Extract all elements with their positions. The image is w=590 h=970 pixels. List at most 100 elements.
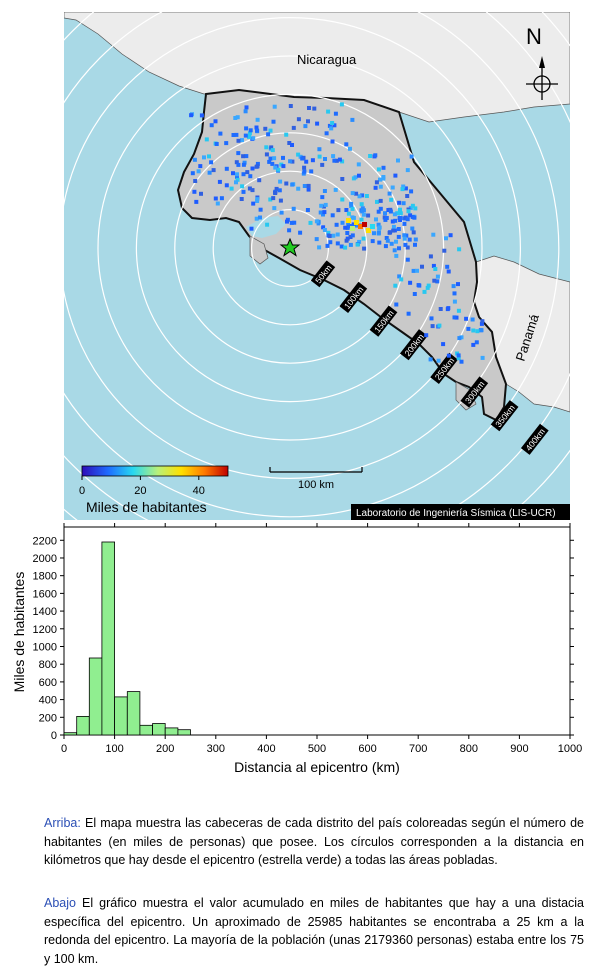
district-dot xyxy=(415,268,419,273)
x-tick-label: 900 xyxy=(510,743,528,755)
district-dot xyxy=(314,219,319,224)
district-dot xyxy=(390,185,395,190)
x-tick-label: 400 xyxy=(257,743,275,755)
histogram-bar xyxy=(88,657,103,736)
y-tick-label: 400 xyxy=(39,695,57,707)
histogram-bar xyxy=(76,715,90,736)
district-dot xyxy=(350,233,355,238)
district-dot xyxy=(272,206,277,211)
distance-ring xyxy=(64,12,560,518)
district-dot xyxy=(231,171,235,176)
district-dot xyxy=(250,166,255,171)
district-dot xyxy=(281,155,285,160)
histogram-canvas: 0 100 200 300 400 500 600 700 800 900 1000 0 200 400… xyxy=(11,523,582,775)
district-dot xyxy=(214,142,219,146)
district-dot xyxy=(354,220,359,225)
district-dot xyxy=(289,220,294,225)
epicenter-star xyxy=(279,237,301,257)
district-dot xyxy=(194,199,199,204)
district-dot xyxy=(234,132,239,137)
y-tick-label: 600 xyxy=(39,677,57,689)
district-dot xyxy=(278,198,283,203)
x-tick-label: 300 xyxy=(207,743,225,755)
y-tick-label: 1200 xyxy=(33,624,57,636)
district-dot xyxy=(441,342,446,347)
district-dot xyxy=(296,186,301,191)
district-dot xyxy=(312,106,317,111)
distance-ring xyxy=(64,17,521,479)
district-dot xyxy=(348,146,352,151)
district-dot xyxy=(292,220,297,225)
district-dot xyxy=(284,181,289,186)
district-dot xyxy=(254,216,259,221)
district-dot xyxy=(358,224,363,229)
district-dot xyxy=(320,162,325,167)
district-dot xyxy=(396,158,400,163)
district-dot xyxy=(224,166,229,171)
district-dot xyxy=(314,237,319,242)
district-dot xyxy=(219,196,224,201)
district-dot xyxy=(390,219,395,224)
district-dot xyxy=(437,323,442,328)
distance-ring xyxy=(97,55,483,441)
district-dot xyxy=(279,162,284,167)
district-dot xyxy=(248,174,253,179)
histogram-bar xyxy=(164,727,179,736)
x-tick-label: 800 xyxy=(460,743,478,755)
district-dot xyxy=(287,141,292,145)
district-dot xyxy=(303,124,308,129)
district-dot xyxy=(247,186,252,191)
district-dot xyxy=(405,194,410,198)
district-dot xyxy=(408,213,413,218)
district-dot xyxy=(401,201,406,206)
district-dot xyxy=(456,282,460,287)
district-dot xyxy=(337,157,342,162)
district-dot xyxy=(362,222,367,227)
district-dot xyxy=(241,172,246,177)
district-dot xyxy=(248,128,253,133)
district-dot xyxy=(196,169,201,174)
caption-top: Arriba: El mapa muestra las cabeceras de… xyxy=(44,814,584,870)
population-histogram: 0 100 200 300 400 500 600 700 800 900 1000 0 200 400… xyxy=(0,520,590,780)
caption-bottom-text: El gráfico muestra el valor acumulado en… xyxy=(44,896,584,966)
x-tick-label: 0 xyxy=(61,743,67,755)
district-dot xyxy=(270,148,275,153)
district-dot xyxy=(255,128,259,133)
scale-bar: 100 km xyxy=(269,467,363,491)
district-dot xyxy=(451,284,456,289)
district-dot xyxy=(456,356,461,361)
district-dot xyxy=(272,156,277,161)
district-dot xyxy=(273,165,278,170)
district-dot xyxy=(300,156,305,161)
district-dot xyxy=(360,209,365,214)
district-dot xyxy=(328,240,333,245)
district-dot xyxy=(400,187,405,192)
credit-box: Laboratorio de Ingeniería Sísmica (LIS-U… xyxy=(351,504,570,520)
district-dot xyxy=(384,216,389,220)
district-dot xyxy=(417,283,422,288)
district-dot xyxy=(268,156,273,161)
district-dot xyxy=(394,239,398,244)
svg-text:N: N xyxy=(526,24,542,49)
district-dot xyxy=(320,195,325,200)
distance-ring xyxy=(174,132,406,364)
district-dot xyxy=(446,269,451,274)
y-tick-label: 2000 xyxy=(33,553,57,565)
district-dot xyxy=(428,254,433,259)
district-dot xyxy=(452,315,457,320)
district-dot xyxy=(255,197,260,202)
district-dot xyxy=(391,228,396,233)
district-dot xyxy=(329,126,334,131)
district-dot xyxy=(383,211,387,216)
district-dot xyxy=(480,355,485,360)
district-dot xyxy=(243,109,248,114)
district-dot xyxy=(302,165,307,170)
district-dot xyxy=(357,194,362,199)
district-dot xyxy=(435,279,440,284)
district-dot xyxy=(305,208,310,212)
y-tick-label: 2200 xyxy=(33,535,57,547)
district-dot xyxy=(309,169,314,174)
district-dot xyxy=(327,123,332,128)
district-dot xyxy=(278,179,283,184)
district-dot xyxy=(456,353,461,358)
